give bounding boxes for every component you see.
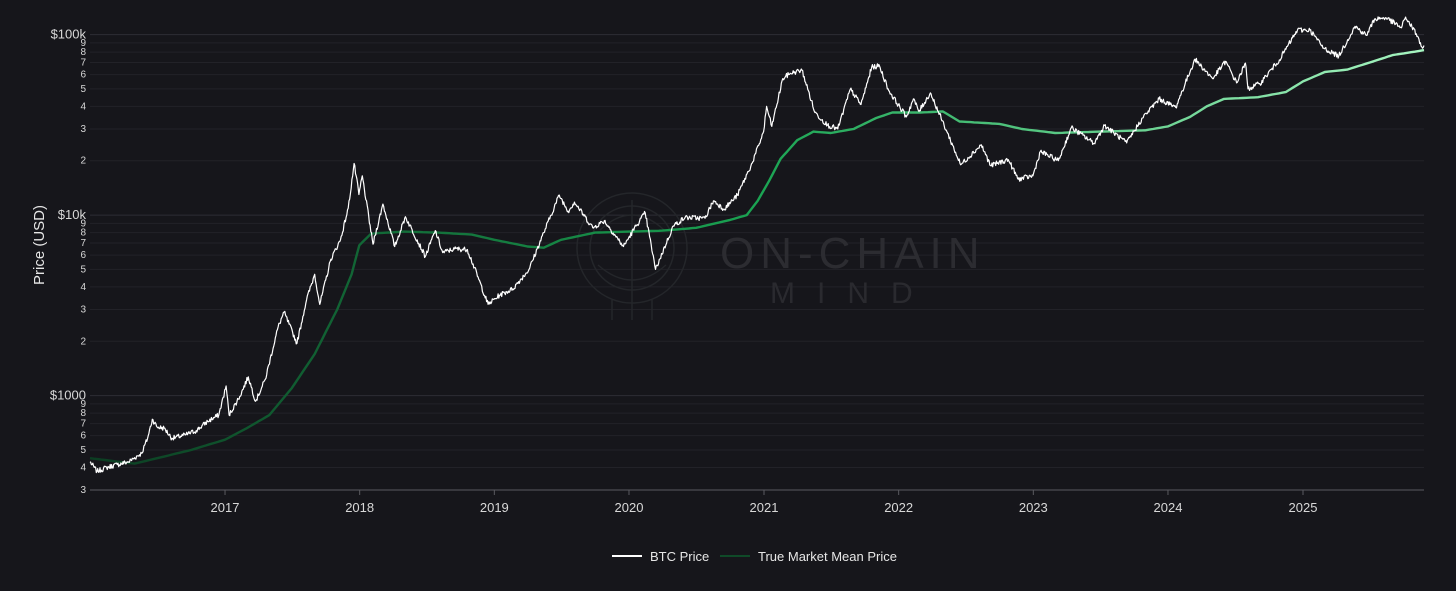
legend-label-true-market-mean: True Market Mean Price: [758, 549, 897, 564]
x-axis: 2017 2018 2019 2020 2021 2022 2023 2024 2025: [90, 489, 1424, 515]
y-tick-label: 2: [80, 336, 86, 347]
legend-item-btc-price[interactable]: BTC Price: [612, 549, 709, 564]
x-tick-label: 2024: [1154, 500, 1183, 515]
y-tick-label: 9: [80, 218, 86, 229]
y-tick-label: 5: [80, 264, 86, 275]
y-tick-label: 4: [80, 101, 86, 112]
y-tick-label: 3: [80, 124, 86, 135]
y-tick-label: 4: [80, 282, 86, 293]
y-tick-label: 5: [80, 445, 86, 456]
y-tick-label: $10k: [58, 207, 87, 222]
y-tick-label: 6: [80, 431, 86, 442]
y-tick-label: $1000: [50, 388, 86, 403]
x-tick-label: 2022: [884, 500, 913, 515]
brain-logo-icon: [576, 192, 688, 320]
y-tick-label: 9: [80, 399, 86, 410]
y-tick-label: 4: [80, 462, 86, 473]
y-tick-label: 2: [80, 156, 86, 167]
y-tick-label: 5: [80, 84, 86, 95]
y-tick-label: 8: [80, 47, 86, 58]
x-tick-label: 2021: [750, 500, 779, 515]
legend-item-true-market-mean[interactable]: True Market Mean Price: [720, 549, 897, 564]
series: [89, 16, 1425, 474]
legend: BTC Price True Market Mean Price: [612, 549, 897, 564]
grid: [90, 34, 1424, 491]
y-tick-label: 6: [80, 250, 86, 261]
x-tick-label: 2023: [1019, 500, 1048, 515]
watermark: ON-CHAIN MIND: [576, 192, 986, 320]
x-tick-label: 2020: [615, 500, 644, 515]
x-tick-label: 2018: [345, 500, 374, 515]
y-axis-label: Price (USD): [31, 205, 48, 285]
x-tick-label: 2025: [1289, 500, 1318, 515]
legend-label-btc-price: BTC Price: [650, 549, 709, 564]
series-line-true-market-mean: [89, 48, 1425, 465]
series-line-btc-price: [89, 16, 1425, 474]
y-tick-label: 3: [80, 485, 86, 496]
y-tick-label: 7: [80, 58, 86, 69]
y-tick-label: 9: [80, 38, 86, 49]
x-tick-label: 2017: [211, 500, 240, 515]
y-tick-label: 8: [80, 408, 86, 419]
y-tick-label: 7: [80, 419, 86, 430]
y-tick-label: 3: [80, 304, 86, 315]
y-tick-label: 7: [80, 238, 86, 249]
x-tick-label: 2019: [480, 500, 509, 515]
y-tick-label: $100k: [51, 27, 87, 42]
y-tick-label: 8: [80, 228, 86, 239]
y-tick-label: 6: [80, 70, 86, 81]
watermark-line2: MIND: [770, 277, 935, 310]
watermark-line1: ON-CHAIN: [720, 229, 986, 278]
